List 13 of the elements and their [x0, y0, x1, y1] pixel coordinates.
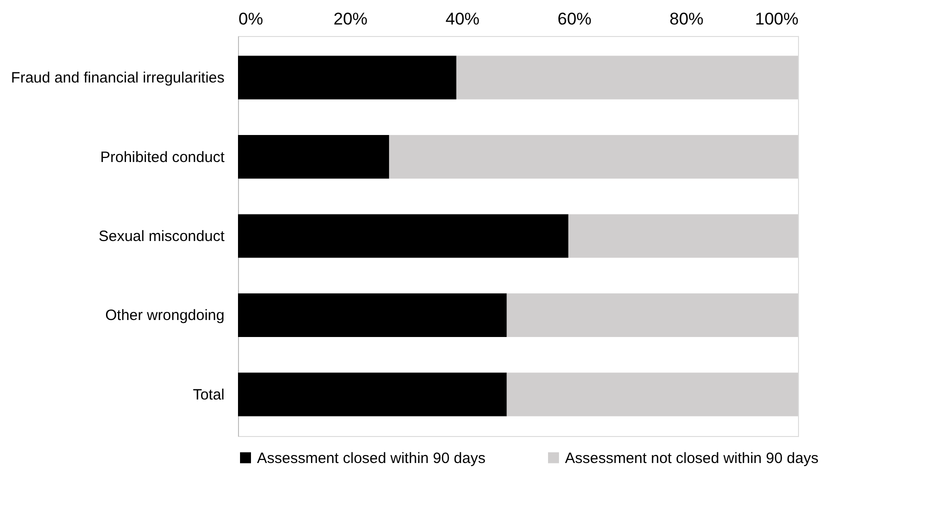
x-tick-label: 100%: [755, 10, 798, 28]
y-tick-label: Fraud and financial irregularities: [11, 70, 224, 87]
x-tick-label: 20%: [333, 10, 368, 28]
x-tick-label: 40%: [445, 10, 480, 28]
legend-label: Assessment not closed within 90 days: [565, 450, 818, 467]
x-tick-label: 80%: [669, 10, 704, 28]
x-tick-label: 0%: [238, 10, 264, 28]
y-tick-label: Total: [192, 386, 224, 404]
x-tick-label: 60%: [557, 10, 592, 28]
y-tick-label: Sexual misconduct: [98, 228, 226, 245]
legend-label: Assessment closed within 90 days: [257, 450, 486, 467]
y-tick-label: Other wrongdoing: [105, 307, 224, 324]
y-tick-label: Prohibited conduct: [100, 148, 226, 166]
